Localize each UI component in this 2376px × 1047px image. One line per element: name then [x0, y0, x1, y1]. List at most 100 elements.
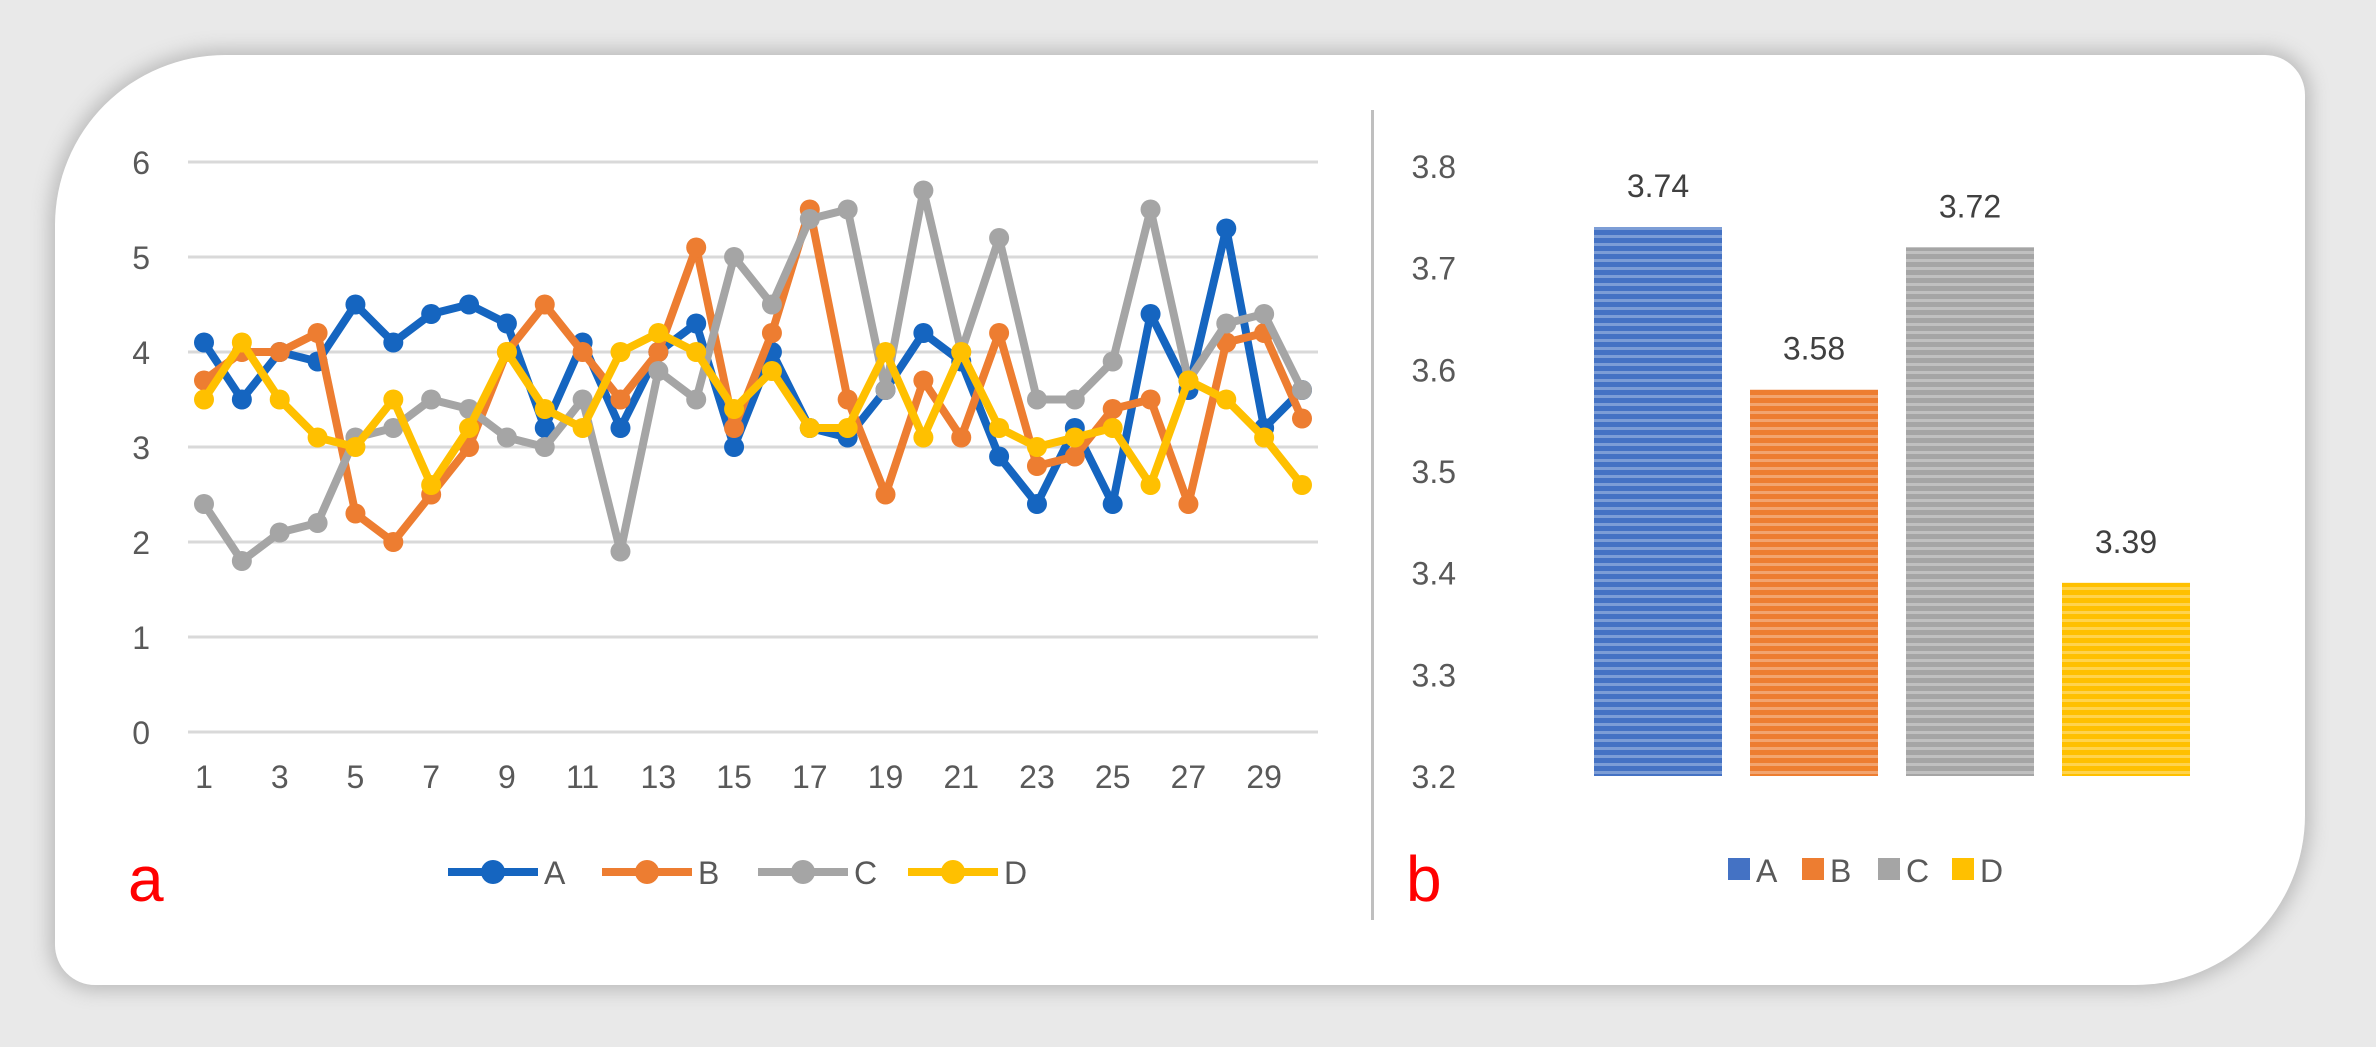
data-point-d — [799, 418, 820, 438]
data-point-b — [1064, 446, 1085, 467]
legend-item-a: A — [448, 855, 566, 891]
data-point-c — [913, 180, 934, 201]
data-point-b — [913, 370, 934, 391]
data-point-a — [496, 313, 517, 334]
x-tick-label: 1 — [195, 759, 213, 795]
legend-label-d: D — [1980, 853, 2003, 889]
data-point-d — [572, 418, 593, 438]
data-point-a — [686, 313, 707, 334]
data-point-d — [1026, 437, 1047, 457]
legend-label-a: A — [544, 855, 566, 891]
data-point-c — [534, 437, 555, 457]
data-label-b: 3.58 — [1783, 331, 1845, 367]
data-point-c — [1254, 304, 1275, 324]
bar-d — [2062, 582, 2190, 776]
data-point-c — [383, 418, 404, 438]
data-point-b — [1102, 399, 1123, 419]
legend-label-c: C — [854, 855, 877, 891]
data-point-b — [648, 342, 669, 362]
y-tick-label: 4 — [132, 335, 150, 371]
y-tick-label: 3.2 — [1412, 759, 1456, 795]
legend-label-b: B — [1830, 853, 1851, 889]
y-tick-label: 6 — [132, 145, 150, 181]
data-point-d — [231, 332, 252, 353]
legend-label-a: A — [1756, 853, 1778, 889]
data-point-a — [1026, 494, 1047, 514]
x-tick-label: 13 — [641, 759, 677, 795]
bar-c — [1906, 247, 2034, 777]
x-tick-label: 9 — [498, 759, 516, 795]
data-point-c — [1140, 199, 1161, 220]
y-tick-label: 3.7 — [1412, 251, 1456, 287]
data-point-d — [989, 418, 1010, 438]
data-point-a — [1140, 304, 1161, 324]
x-tick-label: 3 — [271, 759, 289, 795]
data-point-b — [383, 532, 404, 552]
legend-swatch-c — [1878, 858, 1900, 880]
legend-swatch-b — [1802, 858, 1824, 880]
legend-marker-b — [635, 860, 659, 884]
legend-item-b: B — [1802, 853, 1851, 889]
data-point-b — [345, 503, 366, 524]
bar-chart-b: 3.2 3.3 3.4 3.5 3.6 3.7 3.8 3.74 3.58 3.72 3.39 A B C… — [1412, 149, 2190, 889]
bar-a — [1594, 227, 1722, 776]
data-point-b — [724, 418, 745, 438]
legend-swatch-a — [1728, 858, 1750, 880]
y-tick-label: 3.3 — [1412, 657, 1456, 693]
legend-marker-d — [941, 860, 965, 884]
data-point-a — [459, 294, 480, 315]
data-point-b — [534, 294, 555, 315]
data-point-d — [459, 418, 480, 438]
legend-label-c: C — [1906, 853, 1929, 889]
data-point-d — [761, 361, 782, 381]
data-point-a — [610, 418, 631, 438]
x-tick-label: 11 — [566, 759, 599, 795]
data-point-c — [799, 209, 820, 229]
bar-b — [1750, 389, 1878, 776]
data-point-a — [534, 418, 555, 438]
legend-marker-c — [791, 860, 815, 884]
legend-item-b: B — [602, 855, 719, 891]
data-point-c — [1292, 380, 1312, 400]
data-point-b — [307, 323, 328, 343]
x-tick-label: 15 — [716, 759, 752, 795]
data-point-c — [724, 247, 745, 267]
data-point-d — [307, 427, 328, 448]
data-point-c — [837, 199, 858, 220]
data-point-a — [913, 323, 934, 343]
data-point-c — [648, 361, 669, 381]
x-tick-label: 25 — [1095, 759, 1131, 795]
data-point-a — [194, 332, 214, 353]
legend-item-c: C — [758, 855, 877, 891]
data-point-b — [989, 323, 1010, 343]
data-point-d — [648, 323, 669, 343]
y-tick-label: 3.8 — [1412, 149, 1456, 185]
data-point-d — [610, 342, 631, 362]
data-point-b — [1026, 456, 1047, 476]
x-tick-label: 17 — [792, 759, 828, 795]
data-point-d — [724, 399, 745, 419]
data-point-d — [951, 342, 972, 362]
x-tick-label: 23 — [1019, 759, 1055, 795]
data-point-d — [1216, 389, 1237, 410]
data-point-c — [686, 389, 707, 410]
data-point-b — [761, 323, 782, 343]
data-point-b — [572, 342, 593, 362]
legend-marker-a — [481, 860, 505, 884]
data-point-c — [572, 389, 593, 410]
data-point-d — [534, 399, 555, 419]
x-tick-label: 7 — [422, 759, 440, 795]
data-point-a — [1102, 494, 1123, 514]
y-tick-label: 3 — [132, 430, 150, 466]
data-point-c — [496, 427, 517, 448]
data-point-a — [421, 304, 442, 324]
x-tick-label: 27 — [1171, 759, 1207, 795]
x-tick-label: 21 — [943, 759, 979, 795]
y-tick-label: 3.5 — [1412, 454, 1456, 490]
data-point-a — [989, 446, 1010, 467]
data-point-d — [496, 342, 517, 362]
legend-swatch-d — [1952, 858, 1974, 880]
data-point-c — [1026, 389, 1047, 410]
x-tick-label: 19 — [868, 759, 904, 795]
